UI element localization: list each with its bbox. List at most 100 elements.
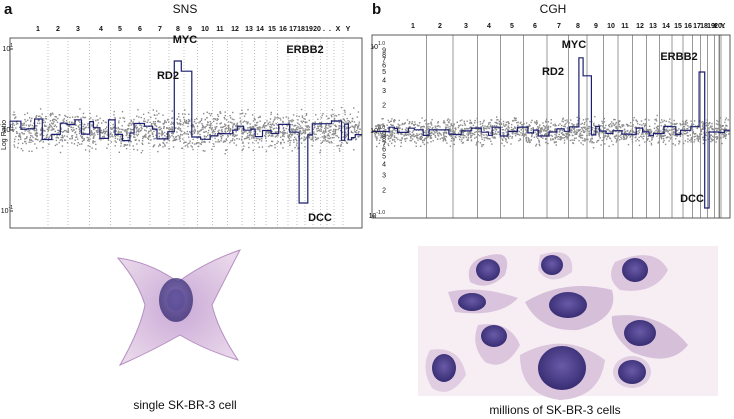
y-axis-label: Log Ratio — [1, 120, 8, 150]
probe-point — [443, 133, 444, 134]
probe-point — [220, 140, 221, 141]
probe-point — [112, 134, 113, 135]
probe-point — [284, 130, 285, 131]
probe-point — [64, 118, 65, 119]
probe-point — [202, 128, 203, 129]
probe-point — [476, 136, 477, 137]
probe-point — [685, 140, 686, 141]
probe-point — [299, 116, 300, 117]
chromosome-label: 15 — [674, 23, 682, 30]
probe-point — [551, 119, 552, 120]
probe-point — [700, 141, 701, 142]
probe-point — [274, 128, 275, 129]
probe-point — [464, 121, 465, 122]
probe-point — [448, 122, 449, 123]
probe-point — [159, 136, 160, 137]
probe-point — [579, 136, 580, 137]
probe-point — [204, 141, 205, 142]
probe-point — [137, 135, 138, 136]
probe-point — [72, 135, 73, 136]
probe-point — [319, 152, 320, 153]
probe-point — [227, 135, 228, 136]
probe-point — [201, 123, 202, 124]
probe-point — [411, 140, 412, 141]
probe-point — [577, 132, 578, 133]
probe-point — [390, 138, 391, 139]
probe-point — [138, 134, 139, 135]
probe-point — [106, 126, 107, 127]
probe-point — [410, 134, 411, 135]
probe-point — [431, 124, 432, 125]
probe-point — [133, 119, 134, 120]
probe-point — [537, 138, 538, 139]
probe-point — [580, 137, 581, 138]
probe-point — [560, 139, 561, 140]
probe-point — [129, 123, 130, 124]
probe-point — [133, 121, 134, 122]
probe-point — [18, 143, 19, 144]
probe-point — [352, 132, 353, 133]
panel-title: CGH — [540, 2, 567, 16]
probe-point — [703, 143, 704, 144]
probe-point — [63, 121, 64, 122]
probe-point — [196, 142, 197, 143]
probe-point — [20, 136, 21, 137]
probe-point — [633, 131, 634, 132]
probe-point — [436, 131, 437, 132]
probe-point — [181, 131, 182, 132]
probe-point — [527, 142, 528, 143]
probe-point — [226, 138, 227, 139]
probe-point — [706, 125, 707, 126]
probe-point — [110, 133, 111, 134]
probe-point — [420, 146, 421, 147]
probe-points — [12, 107, 361, 154]
probe-point — [684, 133, 685, 134]
probe-point — [344, 120, 345, 121]
probe-point — [265, 133, 266, 134]
probe-point — [62, 137, 63, 138]
probe-point — [462, 125, 463, 126]
probe-point — [437, 122, 438, 123]
probe-point — [266, 120, 267, 121]
probe-point — [141, 152, 142, 153]
probe-point — [199, 134, 200, 135]
probe-point — [186, 120, 187, 121]
probe-point — [71, 142, 72, 143]
probe-point — [305, 130, 306, 131]
probe-point — [474, 120, 475, 121]
probe-point — [13, 114, 14, 115]
probe-point — [574, 138, 575, 139]
chromosome-label: 19 — [305, 26, 313, 33]
probe-point — [194, 119, 195, 120]
probe-point — [552, 136, 553, 137]
probe-point — [295, 130, 296, 131]
probe-point — [489, 128, 490, 129]
probe-point — [570, 140, 571, 141]
probe-point — [528, 137, 529, 138]
probe-point — [625, 135, 626, 136]
probe-point — [583, 119, 584, 120]
probe-point — [14, 118, 15, 119]
probe-point — [558, 125, 559, 126]
probe-point — [30, 142, 31, 143]
probe-point — [185, 122, 186, 123]
probe-point — [98, 122, 99, 123]
probe-point — [347, 120, 348, 121]
probe-point — [273, 124, 274, 125]
probe-point — [582, 135, 583, 136]
probe-point — [568, 135, 569, 136]
probe-point — [335, 125, 336, 126]
probe-point — [23, 124, 24, 125]
probe-point — [632, 141, 633, 142]
probe-point — [666, 121, 667, 122]
probe-point — [680, 124, 681, 125]
probe-point — [53, 119, 54, 120]
probe-point — [543, 125, 544, 126]
probe-point — [573, 129, 574, 130]
probe-point — [356, 124, 357, 125]
probe-point — [585, 118, 586, 119]
probe-point — [150, 122, 151, 123]
gene-label: ERBB2 — [286, 44, 323, 56]
probe-point — [133, 149, 134, 150]
probe-point — [30, 133, 31, 134]
